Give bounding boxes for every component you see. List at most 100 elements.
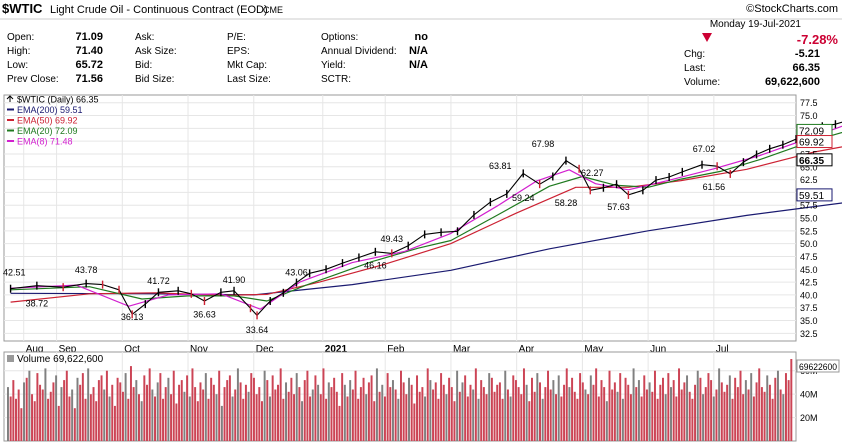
- volume-bar: [429, 380, 432, 441]
- volume-bar: [747, 389, 750, 441]
- volume-bar: [496, 384, 499, 441]
- volume-bar: [277, 384, 279, 441]
- volume-bar: [71, 389, 74, 441]
- volume-bar: [293, 394, 296, 441]
- quote-label: Chg:: [684, 49, 705, 60]
- volume-bar: [544, 387, 547, 441]
- quote-label: Annual Dividend:: [321, 46, 397, 57]
- volume-bar: [314, 375, 317, 441]
- volume-bar: [560, 396, 563, 441]
- legend-entry: EMA(200) 59.51: [17, 105, 83, 115]
- volume-bar: [734, 377, 737, 441]
- volume-bar: [57, 405, 60, 441]
- volume-bar: [784, 373, 787, 441]
- volume-bar: [191, 368, 194, 441]
- volume-bar: [365, 394, 368, 441]
- volume-bar: [434, 382, 437, 441]
- volume-bar: [33, 401, 36, 441]
- volume-bar: [175, 403, 178, 441]
- volume-bar: [242, 398, 245, 441]
- volume-bar: [215, 394, 218, 441]
- volume-bar: [573, 391, 576, 441]
- volume-bar: [333, 377, 336, 441]
- volume-bar: [461, 382, 464, 441]
- quote-label: Last:: [684, 63, 706, 74]
- volume-bar: [603, 387, 606, 441]
- volume-bar: [210, 377, 213, 441]
- quote-label: Bid:: [135, 60, 152, 71]
- volume-bar: [776, 370, 779, 441]
- price-annotation: 62.27: [581, 168, 604, 178]
- quote-value: N/A: [409, 45, 428, 57]
- volume-bar: [178, 384, 181, 441]
- volume-bar: [498, 382, 501, 441]
- volume-bar: [269, 396, 271, 441]
- volume-bar: [31, 394, 34, 441]
- volume-bar: [621, 398, 624, 441]
- volume-bar: [768, 384, 771, 441]
- price-annotation: 58.28: [555, 198, 578, 208]
- price-annotation: 41.72: [147, 276, 170, 286]
- volume-bar: [482, 387, 485, 441]
- volume-bar: [63, 380, 66, 441]
- volume-axis: 20M40M60M69622600: [796, 359, 840, 423]
- volume-bar: [616, 391, 619, 441]
- quote-label: P/E:: [227, 32, 246, 43]
- price-annotation: 42.51: [3, 267, 26, 277]
- volume-bar: [766, 375, 769, 441]
- axis-badge: [796, 135, 833, 149]
- volume-bar: [391, 380, 394, 441]
- price-annotation: 67.02: [693, 144, 716, 154]
- volume-bar: [442, 384, 445, 441]
- volume-bar: [509, 396, 512, 441]
- volume-bar: [92, 387, 95, 441]
- y-tick-label: 32.5: [800, 329, 818, 339]
- volume-bar: [84, 398, 87, 441]
- volume-bar: [488, 373, 491, 441]
- volume-bar: [715, 389, 718, 441]
- volume-bar: [587, 394, 590, 441]
- volume-bar: [389, 387, 392, 441]
- quote-value: 65.72: [75, 59, 103, 71]
- change-down-icon: [702, 33, 712, 42]
- x-tick-label: Dec: [256, 344, 274, 355]
- volume-bar: [595, 368, 598, 441]
- volume-bar: [349, 380, 352, 441]
- volume-bar: [68, 396, 71, 441]
- volume-bar: [648, 382, 651, 441]
- volume-bar: [282, 398, 285, 441]
- volume-bar: [520, 394, 523, 441]
- y-tick-label: 45.0: [800, 265, 818, 275]
- volume-bar: [287, 391, 290, 441]
- volume-bar: [79, 384, 82, 441]
- volume-bar: [159, 373, 162, 441]
- volume-bar: [311, 389, 314, 441]
- volume-bar: [450, 387, 453, 441]
- volume-bar: [531, 377, 533, 441]
- volume-bar: [220, 405, 223, 441]
- quote-value: 71.40: [75, 45, 103, 57]
- volume-bar: [707, 373, 710, 441]
- price-annotations: 42.51 43.78 38.72 36.13 41.72 36.63 41.90 33.64…: [3, 139, 725, 335]
- volume-bar: [204, 373, 207, 441]
- quote-value: 69,622,600: [765, 76, 820, 88]
- x-tick-label: Nov: [190, 344, 208, 355]
- volume-bar: [234, 389, 237, 441]
- price-annotation: 43.78: [75, 265, 98, 275]
- volume-bar: [686, 375, 689, 441]
- quote-value: 66.35: [792, 62, 820, 74]
- volume-bar: [97, 380, 100, 441]
- volume-bar: [448, 377, 451, 441]
- volume-bar: [60, 387, 63, 441]
- volume-bar: [375, 368, 378, 441]
- volume-bar: [73, 408, 76, 441]
- volume-bar: [341, 373, 344, 441]
- volume-bar: [252, 377, 255, 441]
- volume-bar: [244, 384, 247, 441]
- volume-bar: [162, 398, 165, 441]
- y-tick-label: 50.0: [800, 239, 818, 249]
- volume-bar: [103, 389, 106, 441]
- volume-bar: [691, 398, 694, 441]
- x-tick-label: Mar: [453, 344, 471, 355]
